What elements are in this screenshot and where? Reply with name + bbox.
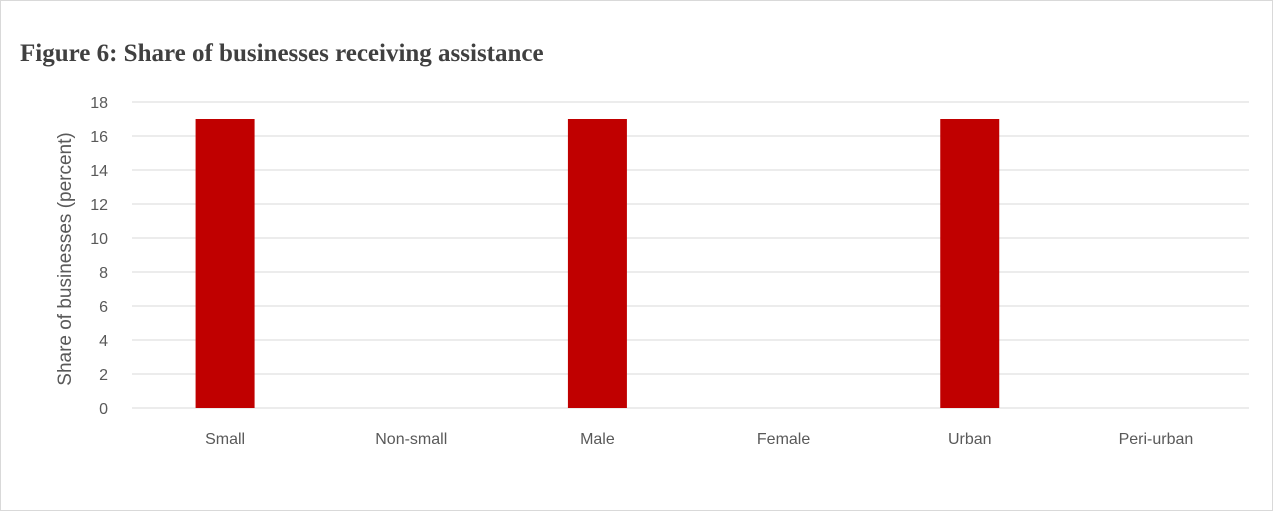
y-tick-label: 18 (90, 95, 108, 112)
y-axis-ticks: 0 2 4 6 8 10 12 14 16 18 (90, 95, 108, 418)
chart-title: Figure 6: Share of businesses receiving … (20, 40, 544, 67)
x-category-label: Peri-urban (1119, 431, 1194, 448)
x-category-label: Urban (948, 431, 992, 448)
x-category-label: Female (757, 431, 810, 448)
gridlines (132, 101, 1249, 409)
y-tick-label: 16 (90, 129, 108, 146)
bar-urban (940, 119, 1000, 408)
y-tick-label: 10 (90, 231, 108, 248)
y-tick-label: 8 (99, 265, 108, 282)
y-tick-label: 0 (99, 401, 108, 418)
x-axis-labels: Small Non-small Male Female Urban Peri-urban (205, 431, 1193, 448)
bars (195, 119, 1000, 408)
x-category-label: Male (580, 431, 615, 448)
bar-small (195, 119, 255, 408)
y-axis-title: Share of businesses (percent) (55, 132, 76, 385)
y-tick-label: 14 (90, 163, 108, 180)
y-tick-label: 6 (99, 299, 108, 316)
y-tick-label: 2 (99, 367, 108, 384)
x-category-label: Small (205, 431, 245, 448)
y-tick-label: 4 (99, 333, 108, 350)
x-category-label: Non-small (375, 431, 447, 448)
bar-male (567, 119, 627, 408)
y-tick-label: 12 (90, 197, 108, 214)
